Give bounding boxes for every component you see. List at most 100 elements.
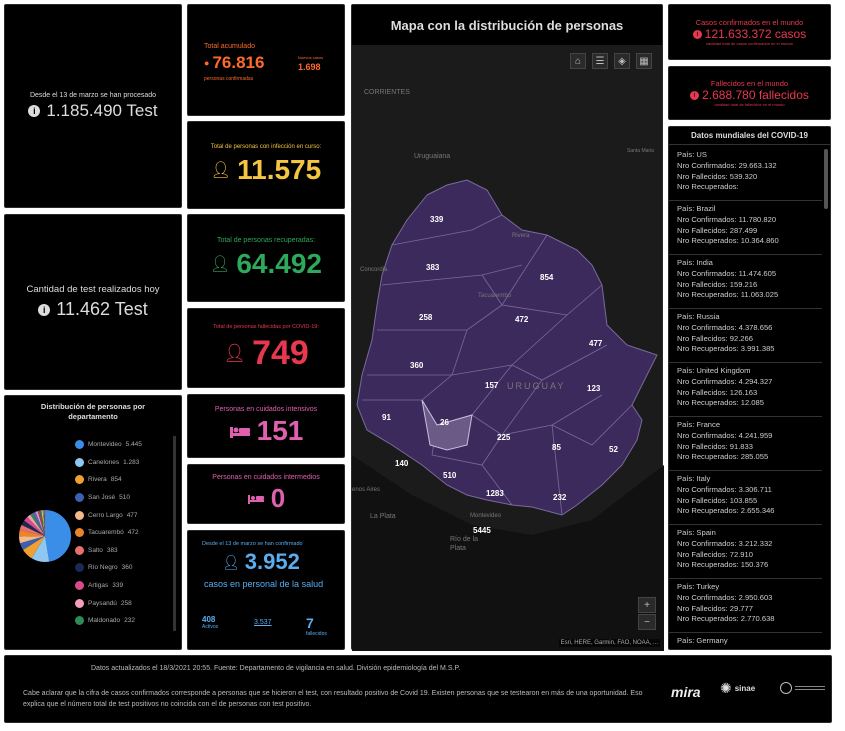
distribution-title: Distribución de personas por departament… (40, 402, 146, 421)
deaths-value: 749 (252, 333, 309, 372)
world-deaths-caption: Fallecidos en el mundo (710, 79, 789, 88)
country-item[interactable]: País: Turkey Nro Confirmados: 2.950.603 Nr… (669, 579, 822, 633)
pie-slice[interactable] (27, 514, 45, 536)
legend-value: 258 (120, 599, 132, 607)
pie-slice[interactable] (20, 536, 45, 550)
pie-slice[interactable] (19, 524, 45, 536)
department-count-label[interactable]: 85 (552, 443, 561, 452)
layers-icon[interactable]: ◈ (614, 53, 630, 69)
department-count-label[interactable]: 140 (395, 459, 409, 468)
department-count-label[interactable]: 854 (540, 273, 554, 282)
legend-value: 232 (124, 617, 136, 625)
department-count-label[interactable]: 258 (419, 313, 433, 322)
pie-slice[interactable] (23, 536, 45, 559)
legend-scrollbar[interactable] (173, 436, 176, 631)
tests-today-value: 11.462 Test (56, 299, 148, 319)
active-value: 11.575 (237, 154, 322, 185)
department-count-label[interactable]: 510 (443, 471, 457, 480)
tests-total-caption: Desde el 13 de marzo se han procesado (29, 91, 157, 99)
place-label: Rivera (512, 233, 530, 239)
department-count-label[interactable]: 157 (485, 381, 499, 390)
pie-slice[interactable] (43, 510, 45, 536)
department-count-label[interactable]: 472 (515, 315, 529, 324)
department-count-label[interactable]: 360 (410, 361, 424, 370)
department-count-label[interactable]: 52 (609, 445, 618, 454)
accumulated-value: 76.816 (212, 53, 265, 72)
legend-item[interactable]: Rivera 854 (75, 471, 175, 489)
home-icon[interactable]: ⌂ (570, 53, 586, 69)
legend-item[interactable]: Canelones 1.283 (75, 454, 175, 472)
legend-value: 383 (106, 546, 118, 554)
country-item[interactable]: País: Brazil Nro Confirmados: 11.780.820 N… (669, 201, 822, 255)
legend-item[interactable]: Montevideo 5.445 (75, 436, 175, 454)
government-logo-text (795, 686, 825, 690)
legend-name: Rivera (88, 476, 107, 484)
zoom-in-button[interactable]: + (638, 597, 656, 613)
accumulated-caption: Total acumulado (204, 43, 255, 50)
legend-swatch (75, 545, 84, 555)
legend-item[interactable]: San José 510 (75, 489, 175, 507)
pie-slice[interactable] (19, 529, 45, 537)
map-title: Mapa con la distribución de personas (352, 5, 662, 45)
country-conf: Nro Confirmados: 4.294.327 (677, 376, 773, 386)
basemap-icon[interactable]: ▦ (636, 53, 652, 69)
legend-item[interactable]: Paysandú 258 (75, 594, 175, 612)
distribution-pie (19, 510, 71, 562)
country-item[interactable]: País: Italy Nro Confirmados: 3.306.711 Nro… (669, 471, 822, 525)
country-pais: País: Brazil (677, 204, 716, 213)
recovered-value: 64.492 (236, 247, 322, 279)
zoom-out-button[interactable]: − (638, 614, 656, 630)
pie-slice[interactable] (21, 520, 45, 536)
legend-swatch (75, 475, 84, 485)
pie-slice[interactable] (41, 510, 45, 536)
pie-slice[interactable] (37, 510, 45, 536)
country-item[interactable]: País: India Nro Confirmados: 11.474.605 Nr… (669, 255, 822, 309)
mira-logo: mira (671, 684, 701, 700)
department-count-label[interactable]: 26 (440, 418, 449, 427)
department-count-label[interactable]: 1283 (486, 489, 504, 498)
bed-icon (247, 494, 264, 504)
legend-item[interactable]: Tacuarembó 472 (75, 524, 175, 542)
country-item[interactable]: País: Spain Nro Confirmados: 3.212.332 Nro… (669, 525, 822, 579)
legend-value: 339 (112, 582, 124, 590)
legend-item[interactable]: Maldonado 232 (75, 612, 175, 630)
legend-item[interactable]: Artigas 339 (75, 577, 175, 595)
country-list-scrollbar[interactable] (824, 149, 828, 209)
pie-slice[interactable] (39, 510, 45, 536)
department-count-label[interactable]: 5445 (473, 526, 491, 535)
new-cases-value: 1.698 (298, 62, 321, 72)
department-count-label[interactable]: 232 (553, 493, 567, 502)
map-panel[interactable]: Mapa con la distribución de personas (351, 4, 664, 651)
department-count-label[interactable]: 339 (430, 215, 444, 224)
sinae-logo: sinae (734, 684, 756, 693)
legend-item[interactable]: Cerro Largo 477 (75, 506, 175, 524)
department-count-label[interactable]: 225 (497, 433, 511, 442)
pie-slice[interactable] (35, 511, 45, 536)
country-item[interactable]: País: US Nro Confirmados: 29.663.132 Nro F… (669, 147, 822, 201)
country-item[interactable]: País: France Nro Confirmados: 4.241.959 Nr… (669, 417, 822, 471)
department-count-label[interactable]: 383 (426, 263, 440, 272)
legend-swatch (75, 457, 84, 467)
pie-slice[interactable] (45, 510, 71, 562)
department-count-label[interactable]: 477 (589, 339, 603, 348)
pie-slice[interactable] (42, 510, 45, 536)
uruguay-map[interactable] (352, 45, 664, 651)
department-count-label[interactable]: 123 (587, 384, 601, 393)
legend-name: Paysandú (88, 599, 117, 607)
pie-slice[interactable] (33, 511, 45, 536)
country-rec: Nro Recuperados: 2.770.638 (677, 614, 775, 624)
country-item[interactable]: País: Russia Nro Confirmados: 4.378.656 Nr… (669, 309, 822, 363)
country-conf: Nro Confirmados: 11.780.820 (677, 214, 777, 224)
country-item[interactable]: País: Germany (669, 633, 822, 649)
legend-item[interactable]: Río Negro 360 (75, 559, 175, 577)
pie-slice[interactable] (31, 536, 50, 562)
pie-slice[interactable] (30, 512, 45, 536)
department-count-label[interactable]: 91 (382, 413, 391, 422)
legend-item[interactable]: Salto 383 (75, 542, 175, 560)
country-item[interactable]: País: United Kingdom Nro Confirmados: 4.2… (669, 363, 822, 417)
legend-list-icon[interactable]: ☰ (592, 53, 608, 69)
country-list[interactable]: País: US Nro Confirmados: 29.663.132 Nro F… (669, 147, 822, 649)
pie-slice[interactable] (24, 516, 45, 536)
pie-slice[interactable] (19, 536, 45, 544)
recovered-panel: Total de personas recuperadas: 👤︎ 64.492 (187, 214, 345, 302)
